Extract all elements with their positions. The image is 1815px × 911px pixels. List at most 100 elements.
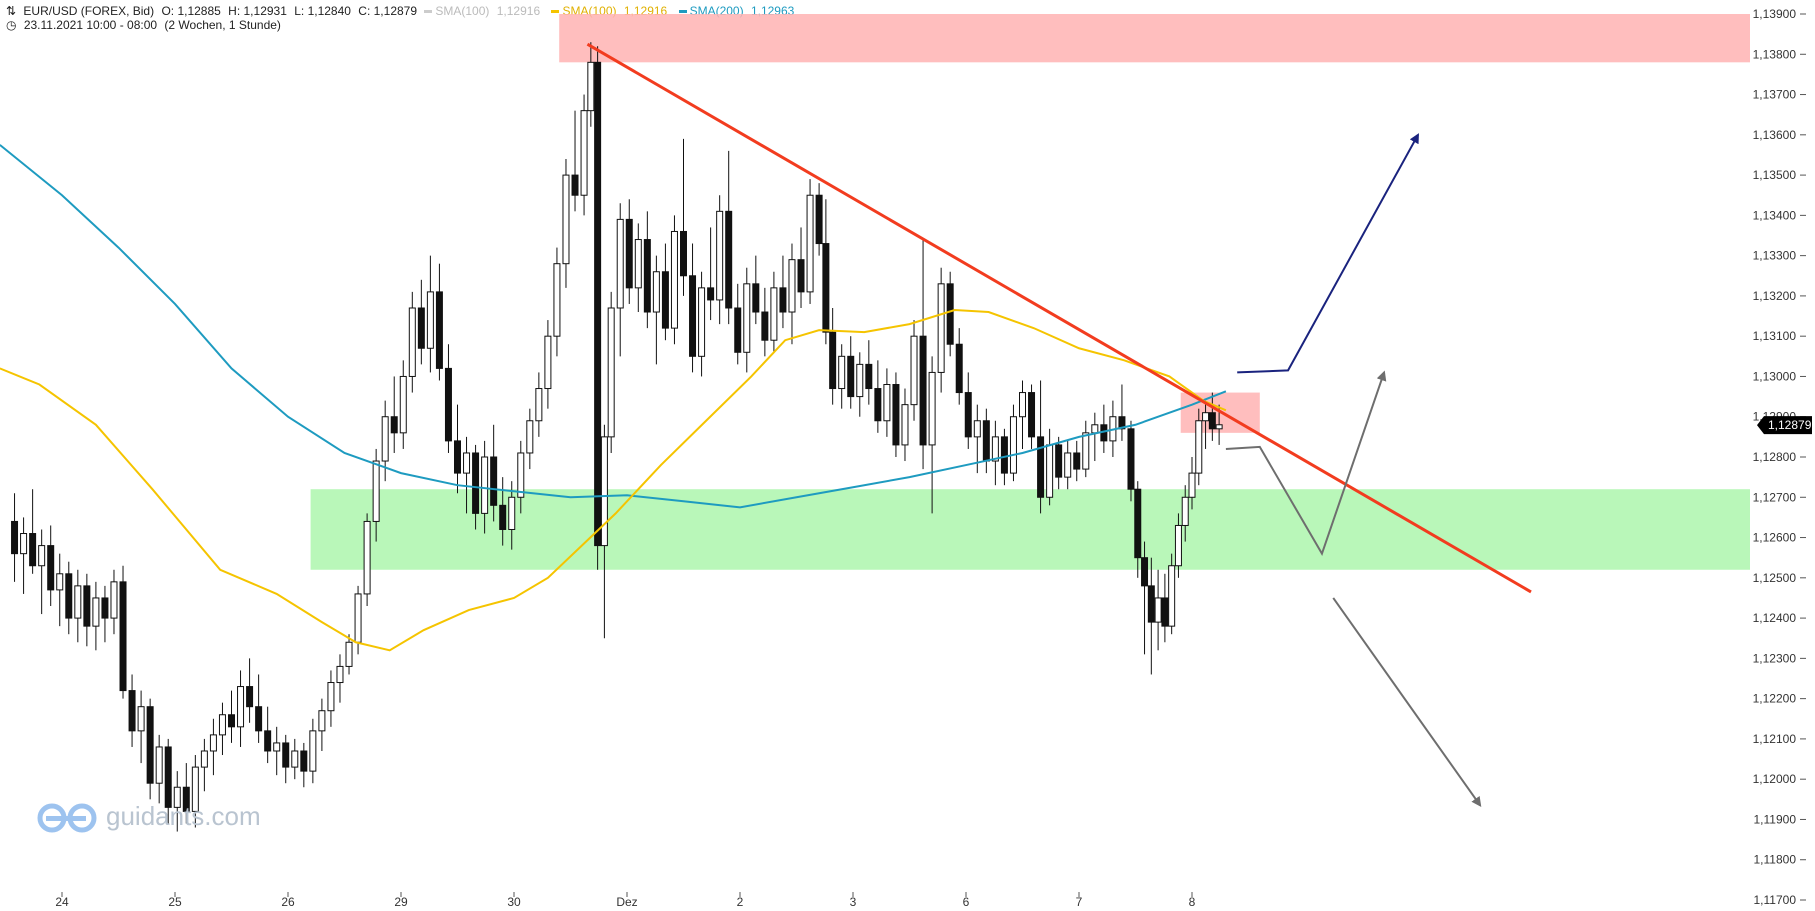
y-tick-label: 1,11800 <box>1754 853 1797 867</box>
candle-body <box>725 210 733 309</box>
y-tick-label: 1,11700 <box>1754 893 1797 907</box>
y-tick-label: 1,11900 <box>1754 812 1797 826</box>
candle <box>1100 404 1108 453</box>
candle-body <box>1000 436 1008 474</box>
candle <box>92 581 100 651</box>
candle-body <box>806 194 814 293</box>
x-tick-label: 7 <box>1076 895 1083 909</box>
candle-body <box>847 355 855 398</box>
candle <box>964 372 972 449</box>
candle <box>1134 481 1142 578</box>
candle <box>625 199 633 304</box>
candle <box>1055 436 1063 490</box>
candle-body <box>901 404 909 446</box>
candle-body <box>856 363 864 398</box>
candle <box>1046 428 1054 506</box>
candle-body <box>937 283 945 373</box>
candle-body <box>155 746 163 784</box>
candle-body <box>571 174 579 196</box>
y-tick-label: 1,12400 <box>1753 611 1797 625</box>
candle-body <box>182 786 190 812</box>
close-value: C: 1,12879 <box>358 4 418 18</box>
candle <box>490 424 498 522</box>
candle-body <box>381 416 389 462</box>
candle <box>946 271 954 357</box>
candle <box>991 420 999 486</box>
x-axis: 24 25 26 29 30 Dez 2 3 6 7 8 <box>55 892 1196 909</box>
candle-body <box>481 456 489 514</box>
candle-body <box>1181 496 1189 526</box>
candle <box>652 255 660 365</box>
candle <box>743 267 751 373</box>
candle-body <box>128 690 136 732</box>
candle <box>173 771 181 832</box>
candle <box>874 360 882 433</box>
symbol-label: EUR/USD (FOREX, Bid) <box>23 4 155 18</box>
candle <box>822 199 830 345</box>
candle-body <box>865 363 873 390</box>
candle <box>1073 440 1081 482</box>
candle-body <box>1046 444 1054 498</box>
candle <box>815 183 823 256</box>
y-tick-label: 1,12300 <box>1753 651 1797 665</box>
candle-body <box>101 597 109 619</box>
candle <box>616 203 624 357</box>
y-tick-label: 1,12600 <box>1753 531 1797 545</box>
scenario-down-arrow <box>1332 597 1482 807</box>
candle-body <box>892 384 900 446</box>
candle <box>1028 384 1036 449</box>
candle-body <box>508 496 516 530</box>
high-value: H: 1,12931 <box>228 4 287 18</box>
watermark: guidants.com <box>36 800 261 836</box>
candle-body <box>237 686 245 728</box>
candle <box>74 569 82 643</box>
candle <box>680 138 687 296</box>
candle <box>594 46 602 570</box>
candle <box>553 247 561 357</box>
candle-body <box>1202 412 1210 422</box>
candle <box>110 569 118 635</box>
candle-body <box>734 307 742 353</box>
candle-body <box>716 210 724 301</box>
y-tick-label: 1,12700 <box>1753 490 1797 504</box>
candle-body <box>600 436 608 547</box>
candle <box>770 271 778 353</box>
candle <box>856 352 864 417</box>
candle-body <box>1134 488 1142 559</box>
candle-body <box>1127 428 1135 490</box>
candle-body <box>594 61 602 547</box>
candle <box>689 243 697 373</box>
candle-body <box>390 416 398 434</box>
candle-body <box>964 392 972 438</box>
candle-body <box>291 750 299 768</box>
candle <box>928 356 936 514</box>
date-range: 23.11.2021 10:00 - 08:00 <box>23 18 158 32</box>
candle-body <box>1028 392 1036 438</box>
candle <box>1202 400 1210 449</box>
candle <box>228 690 235 743</box>
candle <box>164 738 172 824</box>
candle-body <box>56 573 64 591</box>
candle <box>698 271 706 377</box>
candle-body <box>822 243 830 333</box>
candle <box>1208 392 1216 441</box>
candlestick-icon: ⇅ <box>6 4 17 18</box>
candle-body <box>264 730 272 752</box>
candle-body <box>625 218 633 289</box>
candle <box>1082 420 1090 478</box>
candle-body <box>209 734 217 752</box>
last-price-label: 1,12879 <box>1768 418 1812 432</box>
candle-body <box>119 581 127 692</box>
legend-sma-gray[interactable]: SMA(100) 1,12916 <box>424 4 544 18</box>
trendline <box>586 42 1532 594</box>
watermark-text: guidants.com <box>106 800 261 831</box>
candle <box>83 573 91 647</box>
candle <box>47 525 55 607</box>
candle-body <box>643 239 651 313</box>
x-tick-label: 6 <box>963 895 970 909</box>
candle <box>246 658 254 723</box>
candle <box>237 670 245 747</box>
candle <box>408 291 416 393</box>
candle-body <box>707 287 715 301</box>
